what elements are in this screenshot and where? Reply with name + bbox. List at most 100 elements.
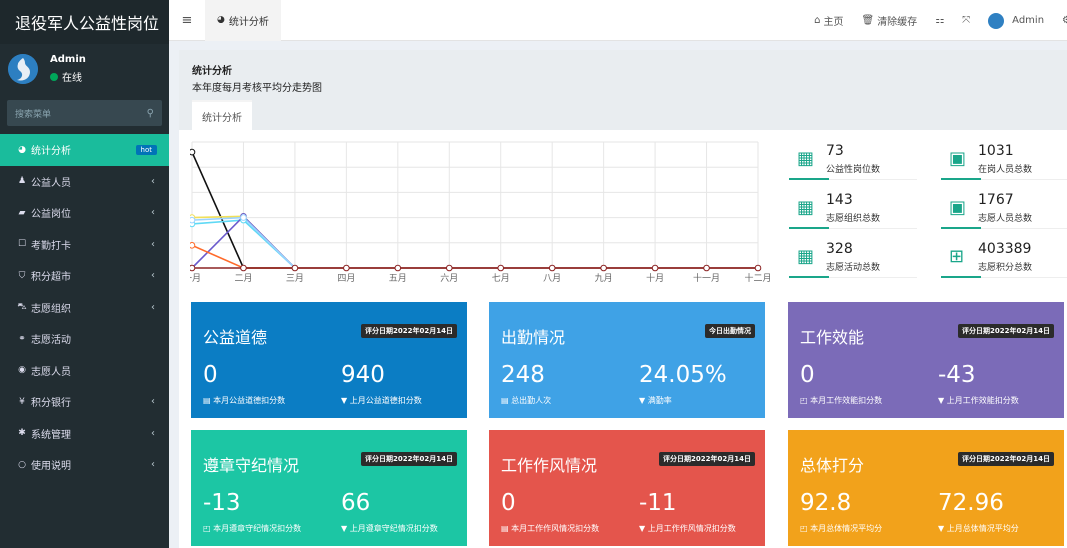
card-label-previous-text: 上月公益道德扣分数 xyxy=(349,396,422,405)
sidebar-item-label: 积分超市 xyxy=(31,272,71,284)
clear-cache-button[interactable]: 🗑 清除缓存 xyxy=(861,13,917,28)
stat-label: 志愿积分总数 xyxy=(978,263,1033,273)
stat-item: ⊞ 403389 志愿积分总数 xyxy=(941,238,1067,278)
card-label-previous: ▼ 上月遵章守纪情况扣分数 xyxy=(341,523,438,534)
id-card-icon: ▣ xyxy=(949,197,967,218)
sidebar-item[interactable]: ✱ 系统管理 ‹ xyxy=(0,418,169,450)
card-date-badge: 评分日期2022年02月14日 xyxy=(659,452,755,466)
sidebar-item-label: 使用说明 xyxy=(31,461,71,473)
summary-card: 工作效能 评分日期2022年02月14日 0 -43 ◰ 本月工作效能扣分数 ▼ 上月工作… xyxy=(788,302,1064,418)
data-point xyxy=(548,264,556,272)
sidebar-item[interactable]: ¥ 积分银行 ‹ xyxy=(0,386,169,418)
card-label-current: ◰ 本月工作效能扣分数 xyxy=(800,395,882,406)
settings-icon[interactable]: ⚙ xyxy=(1062,15,1067,26)
series-line xyxy=(191,215,758,269)
card-label-previous-text: 上月总体情况平均分 xyxy=(946,524,1019,533)
x-tick-label: 三月 xyxy=(286,273,304,284)
sidebar-item-label: 系统管理 xyxy=(31,429,71,441)
brand-title[interactable]: 退役军人公益性岗位 xyxy=(0,0,169,44)
filter-icon: ▼ xyxy=(639,396,646,405)
briefcase-icon: ▰ xyxy=(18,207,26,218)
card-label-previous-text: 满勤率 xyxy=(647,396,672,405)
stat-value: 73 xyxy=(826,143,844,159)
car-icon: ⛍ xyxy=(17,301,27,312)
avatar xyxy=(8,54,38,84)
card-title: 工作效能 xyxy=(800,328,865,347)
hot-badge: hot xyxy=(135,144,157,155)
home-label: 主页 xyxy=(823,17,844,28)
translate-icon[interactable]: ⚏ xyxy=(935,15,945,26)
card-date-badge: 今日出勤情况 xyxy=(705,324,755,338)
stat-item: ▦ 143 志愿组织总数 xyxy=(789,189,917,229)
data-point xyxy=(291,264,299,272)
stat-accent xyxy=(789,227,829,229)
sidebar-item[interactable]: ⛍ 志愿组织 ‹ xyxy=(0,292,169,324)
user-icon: ♟ xyxy=(17,176,27,187)
search-input[interactable]: 搜索菜单 ⚲ xyxy=(7,100,162,126)
card-title: 总体打分 xyxy=(800,456,865,475)
series-line xyxy=(191,244,758,269)
user-status-text: 在线 xyxy=(62,73,82,84)
stat-item: ▦ 328 志愿活动总数 xyxy=(789,238,917,278)
card-value-current: 0 xyxy=(203,362,218,388)
data-point xyxy=(190,216,196,224)
search-icon[interactable]: ⚲ xyxy=(146,107,154,119)
sidebar-item-label: 考勤打卡 xyxy=(31,240,71,252)
card-title: 遵章守纪情况 xyxy=(203,456,300,475)
tab-statistics[interactable]: ◕ 统计分析 xyxy=(205,0,281,41)
sidebar-item[interactable]: ♟ 公益人员 ‹ xyxy=(0,166,169,198)
x-tick-label: 七月 xyxy=(492,273,510,284)
sidebar-item[interactable]: ☐ 考勤打卡 ‹ xyxy=(0,229,169,261)
sidebar-item-label: 统计分析 xyxy=(31,146,71,158)
filter-icon: ▼ xyxy=(639,524,646,533)
square-icon: ☐ xyxy=(17,239,27,250)
card-label-previous: ▼ 满勤率 xyxy=(639,395,672,406)
card-label-previous: ▼ 上月工作作风情况扣分数 xyxy=(639,523,736,534)
content-tab[interactable]: 统计分析 xyxy=(192,100,252,130)
home-link[interactable]: ⌂ 主页 xyxy=(814,13,843,28)
card-title: 出勤情况 xyxy=(501,328,566,347)
card-title: 公益道德 xyxy=(203,328,268,347)
filter-icon: ▼ xyxy=(938,524,945,533)
card-label-current-text: 本月遵章守纪情况扣分数 xyxy=(213,524,302,533)
x-tick-label: 四月 xyxy=(337,273,355,284)
shield-icon: ⛉ xyxy=(18,270,26,281)
card-label-previous-text: 上月工作效能扣分数 xyxy=(946,396,1019,405)
fullscreen-icon[interactable]: ⤧ xyxy=(962,15,971,26)
card-date-badge: 评分日期2022年02月14日 xyxy=(361,452,457,466)
sidebar-menu: ◕ 统计分析 hot ♟ 公益人员 ‹ ▰ 公益岗位 ‹ ☐ 考勤打卡 ‹ ⛉ 积分超市 ‹ ⛍ 志愿组织 ‹ ⚭ 志… xyxy=(0,134,169,481)
menu-toggle-icon[interactable]: ≡ xyxy=(181,12,193,28)
stat-value: 1031 xyxy=(978,143,1014,159)
user-name: Admin xyxy=(50,54,86,65)
data-point xyxy=(445,264,453,272)
circle-icon: ○ xyxy=(18,459,26,470)
sidebar-item[interactable]: ⛉ 积分超市 ‹ xyxy=(0,260,169,292)
sidebar-item[interactable]: ▰ 公益岗位 ‹ xyxy=(0,197,169,229)
card-value-previous: -43 xyxy=(938,362,976,388)
card-value-previous: 72.96 xyxy=(938,490,1004,516)
data-point xyxy=(343,264,350,272)
data-point xyxy=(600,264,607,272)
sidebar-item[interactable]: ⚭ 志愿活动 xyxy=(0,323,169,355)
stat-label: 志愿组织总数 xyxy=(826,214,881,224)
card-label-current: ▤ 总出勤人次 xyxy=(501,395,551,406)
summary-card: 公益道德 评分日期2022年02月14日 0 940 ▤ 本月公益道德扣分数 ▼ 上月公益… xyxy=(191,302,467,418)
sidebar: 退役军人公益性岗位 Admin 在线 搜索菜单 ⚲ ◕ 统计分析 hot ♟ 公益人员 ‹… xyxy=(0,0,169,548)
chevron-left-icon: ‹ xyxy=(151,175,155,187)
mini-avatar xyxy=(988,12,1005,29)
card-label-previous: ▼ 上月公益道德扣分数 xyxy=(341,395,422,406)
stat-label: 志愿人员总数 xyxy=(978,214,1033,224)
card-date-badge: 评分日期2022年02月14日 xyxy=(958,324,1054,338)
card-value-current: 0 xyxy=(501,490,516,516)
admin-menu[interactable]: Admin xyxy=(988,12,1044,29)
sidebar-item[interactable]: ◕ 统计分析 hot xyxy=(0,134,169,166)
calendar-icon: ▦ xyxy=(797,197,815,218)
sidebar-item[interactable]: ◉ 志愿人员 xyxy=(0,355,169,387)
card-label-current-text: 本月工作效能扣分数 xyxy=(810,396,883,405)
card-label-current: ▤ 本月工作作风情况扣分数 xyxy=(501,523,599,534)
card-label-previous: ▼ 上月工作效能扣分数 xyxy=(938,395,1019,406)
chevron-left-icon: ‹ xyxy=(151,427,155,439)
chevron-left-icon: ‹ xyxy=(151,396,155,408)
sidebar-item[interactable]: ○ 使用说明 ‹ xyxy=(0,449,169,481)
dashboard-icon: ◕ xyxy=(18,144,26,155)
